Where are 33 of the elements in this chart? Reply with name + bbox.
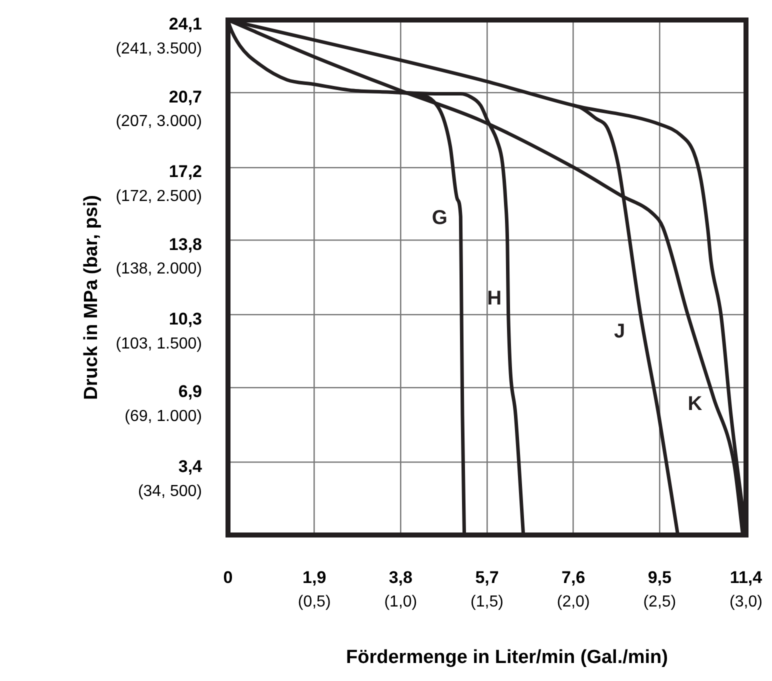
text: (241, 3.500) [116, 40, 202, 58]
text: (207, 3.000) [116, 113, 202, 130]
x-axis-title: Fördermenge in Liter/min (Gal./min) [346, 647, 668, 668]
y-tick-label: 17,2 [168, 162, 202, 182]
x-tick-label: 3,8 [388, 568, 412, 588]
y-tick-label: 6,9 [178, 382, 202, 402]
text: (69, 1.000) [124, 408, 202, 425]
x2-tick-label: (2,5) [643, 593, 676, 610]
x2-tick-label: (1,0) [384, 593, 418, 610]
x2-tick-label: (2,0) [556, 593, 590, 610]
series-label: G [432, 207, 448, 230]
x-tick-label: 5,7 [475, 568, 499, 588]
y-tick-label: 13,8 [168, 234, 202, 254]
text: (34, 500) [138, 482, 202, 500]
x2-tick-label: (0,5) [298, 593, 331, 610]
y-tick-label: 10,3 [168, 310, 202, 329]
y-tick-label: 3,4 [178, 457, 203, 476]
x-tick-label: 7,6 [562, 568, 586, 588]
x-tick-label: 11,4 [730, 568, 763, 588]
text: (138, 2.000) [116, 260, 202, 278]
text: (172, 2.500) [116, 188, 202, 205]
y-tick-label: 24,1 [168, 14, 202, 34]
x2-tick-label: (1,5) [470, 593, 504, 610]
x-tick-label: 0 [223, 568, 233, 588]
x-tick-label: 1,9 [302, 568, 326, 588]
y-tick-label: 20,7 [168, 87, 202, 106]
x2-tick-label: (3,0) [730, 593, 762, 610]
y-axis-title: Druck in MPa (bar, psi) [81, 195, 102, 400]
series-label: H [487, 287, 502, 310]
text: (103, 1.500) [116, 335, 202, 352]
series-label: K [688, 392, 703, 415]
x-tick-label: 9,5 [648, 568, 672, 588]
series-label: J [614, 320, 626, 342]
